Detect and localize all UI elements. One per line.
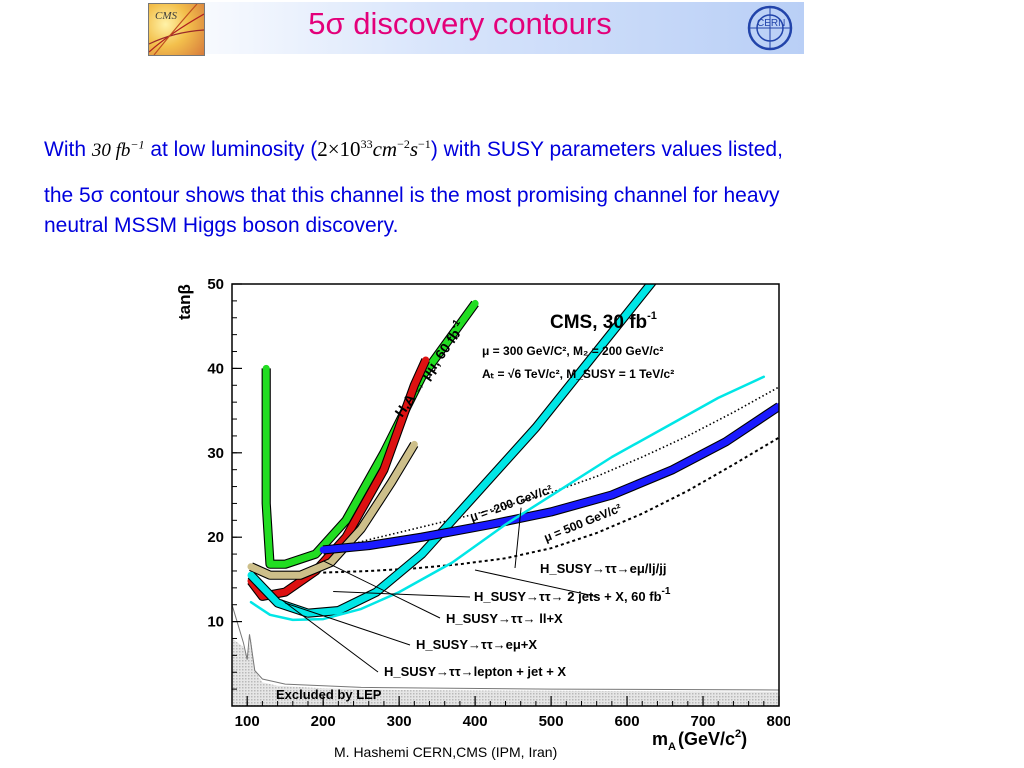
y-tick-label: 40 — [207, 360, 224, 377]
x-tick-label: 100 — [235, 713, 260, 730]
label-lepton-jet: H_SUSY→ττ→lepton + jet + X — [384, 664, 566, 679]
label-2jets-text: H_SUSY→ττ→ 2 jets + X, 60 fb — [474, 589, 662, 604]
label-pointer-6 — [514, 507, 522, 569]
x-axis-label-sub: A — [668, 741, 676, 753]
label-2jets: H_SUSY→ττ→ 2 jets + X, 60 fb-1 — [474, 586, 671, 604]
intro-prefix: With — [44, 138, 86, 161]
mu-curve-2 — [323, 436, 779, 574]
label-pointer-5 — [281, 599, 379, 673]
formula-exponent: 33 — [360, 137, 373, 151]
cms-lumi-text: CMS, 30 fb — [550, 312, 647, 333]
x-axis-label-m: m — [652, 729, 668, 749]
cms-logo: CMS — [148, 3, 205, 56]
formula-base: 2×10 — [317, 137, 361, 161]
x-tick-label: 400 — [463, 713, 488, 730]
label-pointer-3 — [322, 560, 441, 619]
cern-logo: CERN — [746, 4, 796, 52]
footer-credit: M. Hashemi CERN,CMS (IPM, Iran) — [334, 744, 558, 760]
mu-curve-1 — [322, 386, 779, 553]
y-tick-label: 10 — [207, 614, 224, 631]
x-tick-label: 800 — [766, 713, 790, 730]
label-2jets-sup: -1 — [662, 586, 671, 597]
intro-suffix: ) with SUSY parameters values listed, — [430, 138, 783, 161]
lumi-exponent: −1 — [130, 137, 145, 152]
cern-logo-text: CERN — [757, 18, 785, 29]
x-axis-label-unit-end: ) — [741, 729, 747, 749]
x-axis-label-unit-sup: 2 — [735, 728, 741, 740]
cms-lumi-title: CMS, 30 fb-1 — [550, 310, 657, 333]
label-pointer-2 — [333, 591, 471, 598]
unit-s: s — [409, 137, 419, 161]
x-tick-label: 500 — [539, 713, 564, 730]
lep-theory-limit — [232, 604, 779, 691]
luminosity-formula: 2×1033cm−2s−1 — [317, 137, 431, 161]
intro-line-1: With 30 fb−1 at low luminosity (2×1033cm… — [44, 137, 783, 162]
lumi-text: 30 fb — [91, 140, 131, 161]
label-pointer-4 — [285, 602, 411, 646]
plot-area — [232, 284, 779, 706]
x-tick-label: 200 — [311, 713, 336, 730]
label-ll: H_SUSY→ττ→ ll+X — [446, 611, 563, 626]
x-tick-label: 300 — [387, 713, 412, 730]
hmumu-label: H,A → μμ, 60 fb-1 — [390, 317, 469, 419]
label-pointer-1 — [474, 569, 597, 598]
label-emu-lj-jj: H_SUSY→ττ→eμ/lj/jj — [540, 561, 666, 576]
unit-cm-exp: −2 — [397, 137, 410, 151]
title-banner — [148, 2, 804, 54]
x-tick-label: 700 — [691, 713, 716, 730]
y-tick-label: 50 — [207, 276, 224, 293]
intro-mid: at low luminosity ( — [150, 138, 318, 161]
y-axis-label: tanβ — [175, 284, 194, 320]
slide-title: 5σ discovery contours — [308, 6, 612, 41]
susy-params-line-2: Aₜ = √6 TeV/c², M_SUSY = 1 TeV/c² — [482, 367, 674, 381]
label-emu: H_SUSY→ττ→eμ+X — [416, 637, 537, 652]
y-tick-label: 30 — [207, 445, 224, 462]
series-line-6 — [249, 375, 766, 622]
unit-s-exp: −1 — [418, 137, 431, 151]
cms-lumi-sup: -1 — [647, 310, 657, 322]
series-line-3 — [247, 440, 418, 579]
intro-line-3: neutral MSSM Higgs boson discovery. — [44, 214, 399, 237]
y-tick-label: 20 — [207, 529, 224, 546]
axes: 100 200 300 400 500 600 700 800 10 20 30 40 50 — [207, 276, 790, 730]
susy-params-line-1: μ = 300 GeV/C², M₂ = 200 GeV/c² — [482, 344, 663, 358]
lumi-value: 30 fb−1 — [91, 137, 145, 161]
series-line-4 — [247, 284, 656, 617]
series-line-5 — [319, 402, 779, 554]
lep-excluded-region — [232, 638, 779, 706]
excluded-lep-label: Excluded by LEP — [276, 687, 382, 702]
x-axis-label: mA (GeV/c2) — [652, 728, 747, 753]
x-axis-label-unit: (GeV/c — [678, 729, 735, 749]
x-tick-label: 600 — [615, 713, 640, 730]
unit-cm: cm — [372, 137, 398, 161]
svg-text:CMS: CMS — [155, 10, 178, 22]
hmumu-text: H,A → μμ, 60 fb — [391, 326, 463, 420]
intro-line-2: the 5σ contour shows that this channel i… — [44, 184, 780, 207]
